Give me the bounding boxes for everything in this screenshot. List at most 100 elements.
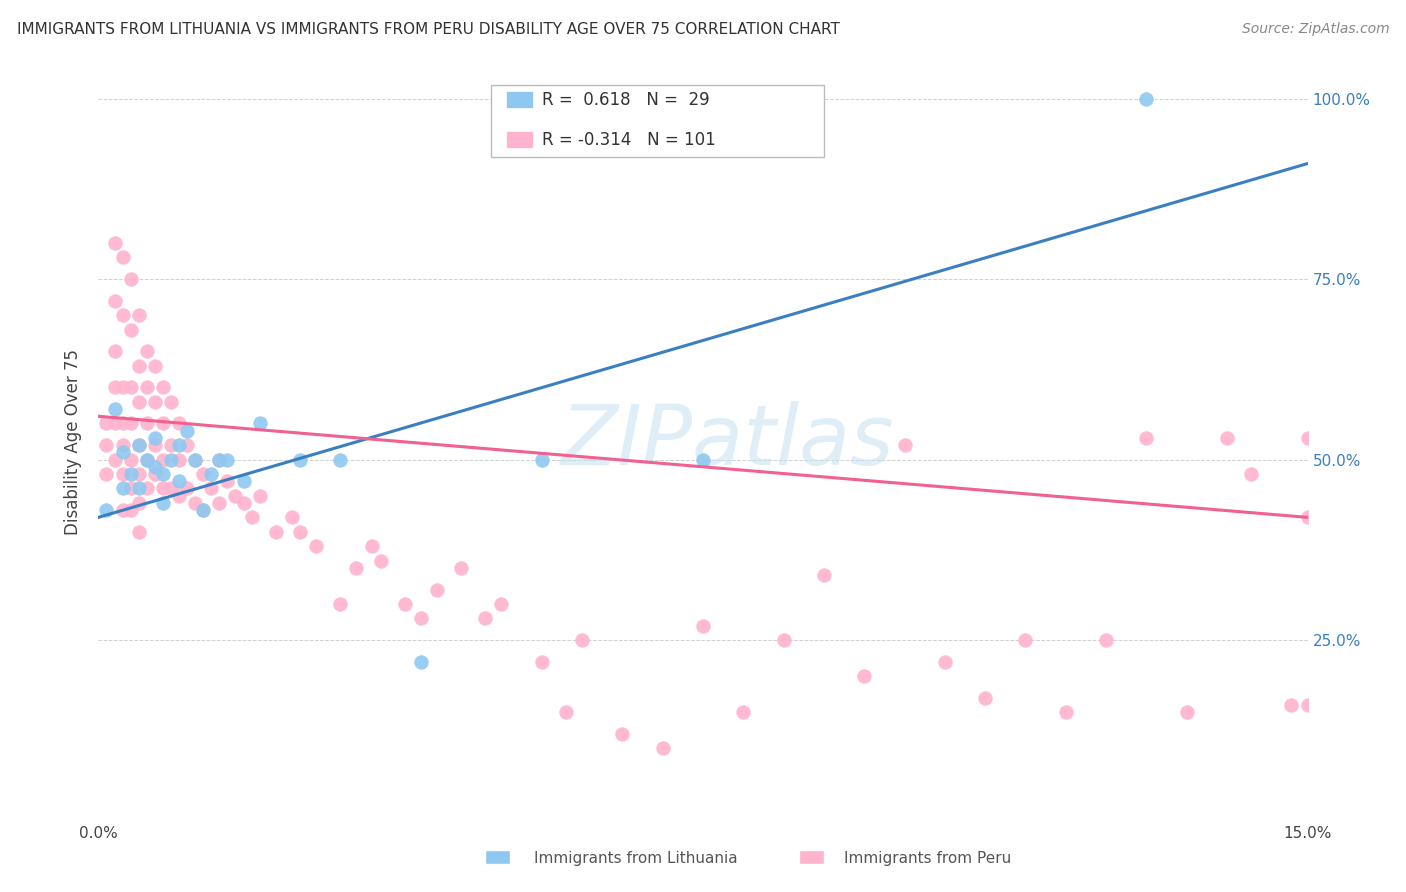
Point [160, 394, 183, 409]
Point [394, 597, 416, 611]
Point [934, 655, 956, 669]
Point [128, 438, 150, 452]
Point [111, 417, 134, 431]
Point [249, 417, 271, 431]
Point [281, 510, 304, 524]
Point [305, 539, 328, 553]
Point [128, 438, 150, 452]
Point [160, 482, 183, 496]
Point [184, 452, 207, 467]
Point [103, 293, 125, 308]
Point [249, 489, 271, 503]
Text: IMMIGRANTS FROM LITHUANIA VS IMMIGRANTS FROM PERU DISABILITY AGE OVER 75 CORRELA: IMMIGRANTS FROM LITHUANIA VS IMMIGRANTS … [17, 22, 839, 37]
Point [135, 380, 157, 394]
Point [120, 380, 142, 394]
Point [1135, 431, 1157, 445]
Point [111, 380, 134, 394]
Point [193, 503, 215, 517]
Text: Immigrants from Lithuania: Immigrants from Lithuania [534, 851, 738, 865]
Point [143, 394, 166, 409]
Point [530, 655, 553, 669]
Bar [506, 91, 533, 108]
Point [974, 690, 997, 705]
Point [103, 380, 125, 394]
Text: ZIPatlas: ZIPatlas [561, 401, 894, 482]
Point [200, 467, 222, 481]
Point [692, 452, 714, 467]
Point [530, 452, 553, 467]
Point [692, 618, 714, 632]
Point [152, 452, 174, 467]
Point [853, 669, 876, 683]
Bar [506, 131, 533, 148]
Y-axis label: Disability Age Over 75: Disability Age Over 75 [65, 349, 83, 534]
Point [96, 503, 118, 517]
Point [193, 503, 215, 517]
Point [232, 475, 254, 489]
Point [103, 417, 125, 431]
Point [329, 452, 352, 467]
Point [193, 467, 215, 481]
Point [143, 467, 166, 481]
Point [176, 424, 198, 438]
Point [893, 438, 915, 452]
Point [1054, 706, 1077, 720]
Point [111, 438, 134, 452]
Point [152, 496, 174, 510]
Point [176, 438, 198, 452]
Point [135, 344, 157, 359]
Point [329, 597, 352, 611]
Point [208, 452, 231, 467]
Point [167, 452, 190, 467]
Point [344, 561, 367, 575]
Point [184, 452, 207, 467]
Point [208, 496, 231, 510]
Point [135, 417, 157, 431]
Point [370, 554, 392, 568]
Point [1281, 698, 1303, 712]
Point [111, 445, 134, 459]
Point [111, 503, 134, 517]
Point [160, 452, 183, 467]
Point [733, 706, 755, 720]
Point [128, 359, 150, 373]
Point [288, 524, 311, 539]
Text: R = -0.314   N = 101: R = -0.314 N = 101 [543, 131, 716, 149]
Point [1216, 431, 1239, 445]
Point [111, 482, 134, 496]
Text: Immigrants from Peru: Immigrants from Peru [844, 851, 1011, 865]
Point [772, 633, 794, 648]
Point [288, 452, 311, 467]
Point [111, 308, 134, 322]
Point [264, 524, 287, 539]
Point [128, 524, 150, 539]
Point [409, 655, 432, 669]
Point [96, 417, 118, 431]
Point [120, 272, 142, 286]
Point [96, 438, 118, 452]
Point [152, 482, 174, 496]
Point [103, 452, 125, 467]
Point [120, 482, 142, 496]
Point [571, 633, 593, 648]
Point [208, 452, 231, 467]
Point [128, 308, 150, 322]
Point [1175, 706, 1198, 720]
Point [120, 467, 142, 481]
Point [1095, 633, 1118, 648]
Point [111, 251, 134, 265]
Point [651, 741, 673, 756]
Point [128, 467, 150, 481]
Point [1135, 91, 1157, 105]
Point [167, 438, 190, 452]
Point [232, 496, 254, 510]
Point [103, 235, 125, 250]
Point [224, 489, 246, 503]
Point [120, 503, 142, 517]
Point [128, 394, 150, 409]
Point [152, 417, 174, 431]
Point [120, 323, 142, 337]
Text: Source: ZipAtlas.com: Source: ZipAtlas.com [1241, 22, 1389, 37]
Point [135, 452, 157, 467]
Point [167, 417, 190, 431]
